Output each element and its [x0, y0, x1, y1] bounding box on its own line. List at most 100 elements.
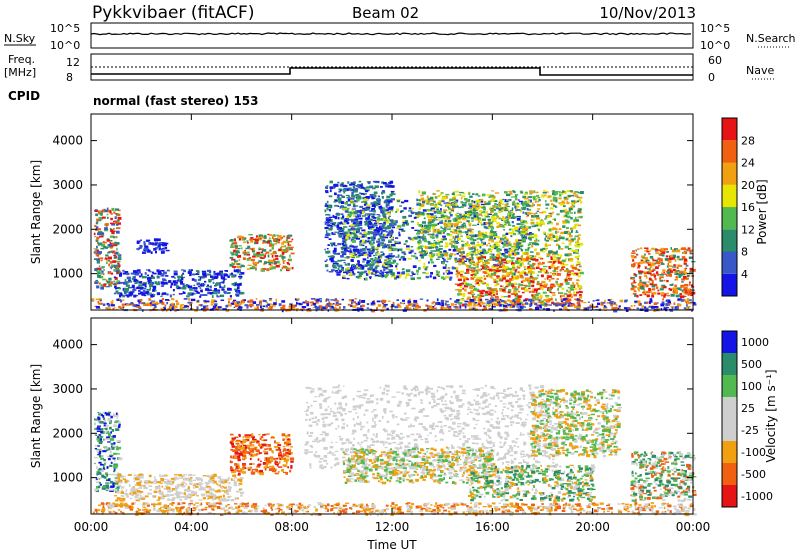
power-cell	[442, 266, 447, 269]
power-cell	[246, 258, 250, 261]
power-cell	[495, 290, 498, 293]
power-cell	[405, 240, 408, 242]
power-cell	[484, 259, 488, 262]
power-cell	[449, 298, 452, 300]
power-cell	[348, 195, 350, 197]
power-cell	[625, 309, 629, 312]
power-cell	[355, 236, 358, 239]
power-cell	[503, 229, 505, 231]
power-cell	[363, 200, 367, 203]
power-cell	[374, 191, 378, 194]
power-cell	[169, 305, 174, 309]
power-cell	[524, 234, 528, 237]
power-cell	[446, 272, 450, 275]
power-cell	[405, 240, 408, 243]
power-cell	[672, 290, 676, 293]
power-cell	[633, 288, 636, 291]
power-cell	[569, 258, 574, 261]
power-cell	[108, 244, 113, 247]
power-cell	[504, 275, 508, 277]
power-cell	[537, 264, 540, 268]
power-cell	[390, 233, 393, 236]
power-cell	[349, 253, 353, 255]
power-cell	[273, 261, 278, 264]
power-cell	[325, 218, 329, 221]
power-cell	[555, 304, 559, 307]
power-cell	[548, 195, 552, 198]
power-cell	[97, 271, 101, 275]
power-cell	[418, 251, 422, 253]
power-cell	[657, 249, 662, 252]
power-cell	[493, 206, 497, 209]
power-cell	[280, 247, 282, 249]
power-cell	[455, 218, 458, 222]
power-cell	[420, 232, 425, 234]
power-cell	[557, 261, 562, 264]
power-cell	[360, 187, 363, 189]
power-cell	[666, 280, 669, 283]
power-cell	[359, 232, 362, 235]
power-cell	[499, 288, 503, 290]
power-cell	[677, 307, 680, 311]
power-cell	[531, 225, 536, 228]
power-cell	[578, 198, 582, 201]
power-cell	[687, 305, 691, 308]
power-cell	[180, 281, 184, 284]
power-cell	[504, 209, 509, 212]
power-cell	[354, 224, 357, 227]
power-cell	[441, 231, 444, 234]
power-cell	[646, 251, 650, 253]
power-cell	[443, 209, 448, 212]
power-cell	[142, 276, 146, 279]
power-cell	[388, 245, 392, 248]
power-cell	[506, 244, 509, 247]
power-cell	[403, 207, 407, 210]
power-cell	[514, 194, 519, 196]
power-cell	[642, 271, 646, 273]
power-cell	[96, 218, 100, 221]
power-cell	[331, 222, 336, 226]
power-cell	[646, 248, 649, 251]
power-cell	[224, 270, 227, 272]
power-cell	[130, 292, 134, 296]
power-cell	[407, 300, 411, 302]
power-cell	[562, 205, 566, 208]
power-cell	[447, 217, 450, 220]
power-cell	[521, 238, 526, 241]
power-cell	[267, 307, 271, 310]
power-cell	[433, 210, 437, 214]
power-cell	[643, 289, 646, 292]
power-cell	[168, 299, 171, 301]
power-cell	[564, 278, 568, 282]
power-cell	[93, 258, 98, 260]
power-cell	[370, 196, 374, 198]
power-cell	[683, 262, 687, 265]
power-cell	[530, 245, 534, 248]
power-cell	[106, 239, 111, 242]
power-cell	[548, 266, 551, 270]
power-cell	[259, 301, 262, 305]
power-cell	[324, 222, 327, 225]
power-cell	[111, 231, 115, 235]
power-cell	[237, 304, 239, 306]
power-cell	[478, 259, 484, 262]
power-cell	[405, 272, 408, 275]
power-cell	[109, 284, 113, 287]
power-cell	[471, 307, 475, 310]
power-cell	[114, 307, 116, 309]
power-cell	[480, 244, 485, 246]
power-cell	[443, 202, 447, 204]
power-cell	[688, 271, 693, 273]
power-cell	[377, 195, 380, 198]
power-cell	[364, 209, 368, 211]
power-cell	[542, 307, 546, 311]
power-cell	[372, 236, 376, 238]
power-cell	[97, 274, 101, 278]
power-cell	[428, 308, 433, 310]
power-cell	[220, 276, 226, 280]
power-cell	[549, 207, 554, 210]
power-cell	[212, 292, 217, 295]
power-cell	[285, 267, 289, 269]
power-cell	[93, 232, 96, 235]
power-cell	[455, 273, 458, 276]
